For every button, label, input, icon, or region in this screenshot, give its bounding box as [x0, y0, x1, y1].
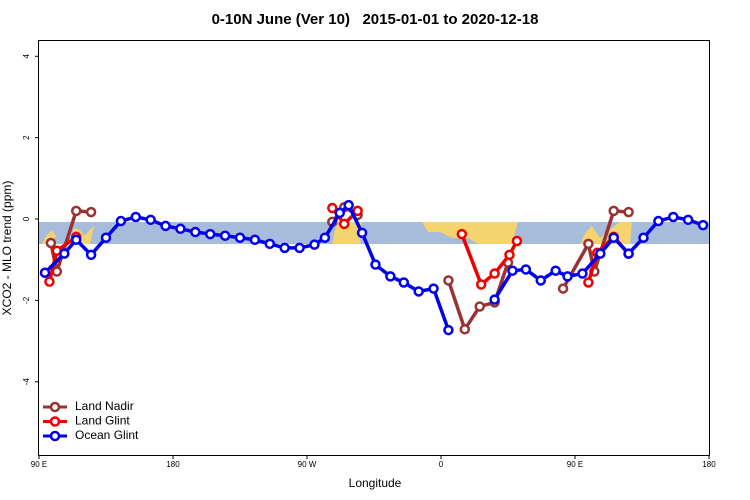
point — [319, 232, 331, 243]
point — [668, 211, 679, 223]
point — [234, 232, 246, 243]
point — [145, 214, 156, 226]
point — [356, 227, 368, 239]
point — [190, 226, 201, 238]
plot-frame — [38, 40, 710, 456]
land-patch — [422, 222, 518, 244]
x-tick-label: 90 W — [298, 460, 317, 469]
point — [583, 277, 594, 288]
x-axis-label: Longitude — [349, 476, 402, 490]
point — [608, 232, 619, 243]
point — [44, 276, 55, 287]
point — [638, 232, 649, 243]
point — [456, 228, 468, 240]
point — [398, 277, 410, 288]
x-tick-label: 90 E — [31, 460, 47, 469]
point — [507, 265, 518, 276]
point — [428, 283, 439, 294]
point — [504, 249, 515, 261]
point — [459, 324, 471, 335]
point — [130, 211, 142, 223]
point — [550, 265, 561, 276]
point — [443, 275, 454, 286]
y-tick-label: -2 — [22, 296, 31, 304]
legend-label: Land Nadir — [75, 399, 134, 413]
point — [623, 206, 634, 218]
point — [385, 271, 396, 282]
point — [45, 237, 57, 249]
surface-band — [39, 222, 709, 244]
y-tick-label: -4 — [22, 378, 31, 386]
point — [59, 248, 70, 259]
point — [39, 267, 51, 278]
point — [608, 205, 619, 217]
y-axis-label: XCO2 - MLO trend (ppm) — [0, 181, 14, 316]
point — [85, 206, 97, 218]
point — [160, 220, 171, 232]
point — [557, 283, 569, 294]
point — [562, 271, 573, 282]
x-tick-label: 180 — [166, 460, 180, 469]
legend-marker — [49, 430, 61, 442]
point — [474, 301, 485, 312]
x-tick-label: 90 E — [567, 460, 583, 469]
point — [583, 238, 594, 250]
point — [338, 218, 350, 230]
x-tick-label: 0 — [439, 460, 444, 469]
chart-title: 0-10N June (Ver 10) 2015-01-01 to 2020-1… — [212, 11, 539, 28]
land-patch — [332, 222, 362, 244]
point — [697, 219, 709, 231]
legend-label: Ocean Glint — [75, 428, 139, 442]
point — [70, 234, 82, 246]
point — [653, 215, 664, 227]
ocean-band — [39, 222, 709, 244]
point — [85, 249, 97, 261]
point — [535, 275, 547, 286]
point — [175, 223, 186, 235]
point — [309, 239, 320, 250]
point — [219, 230, 231, 241]
point — [595, 248, 606, 259]
legend-marker — [49, 401, 61, 413]
point — [370, 259, 381, 270]
point — [249, 234, 261, 246]
legend-label: Land Glint — [75, 414, 130, 428]
x-tick-label: 180 — [702, 460, 716, 469]
y-tick-label: 0 — [22, 216, 31, 221]
point — [294, 242, 305, 254]
point — [623, 248, 634, 259]
point — [115, 215, 127, 227]
point — [682, 214, 694, 226]
legend-marker — [49, 416, 61, 427]
y-tick-label: 2 — [22, 135, 31, 140]
point — [70, 205, 82, 217]
point — [443, 324, 454, 336]
y-tick-label: 4 — [22, 54, 31, 59]
point — [327, 202, 338, 214]
point — [489, 294, 500, 305]
point — [520, 264, 532, 275]
point — [279, 242, 290, 254]
point — [264, 238, 276, 250]
point — [334, 207, 346, 219]
point — [352, 205, 363, 217]
point — [489, 268, 500, 279]
point — [413, 286, 424, 297]
point — [511, 235, 523, 247]
point — [577, 268, 588, 279]
point — [100, 232, 112, 243]
point — [343, 199, 354, 211]
point — [204, 228, 216, 240]
point — [475, 279, 487, 290]
